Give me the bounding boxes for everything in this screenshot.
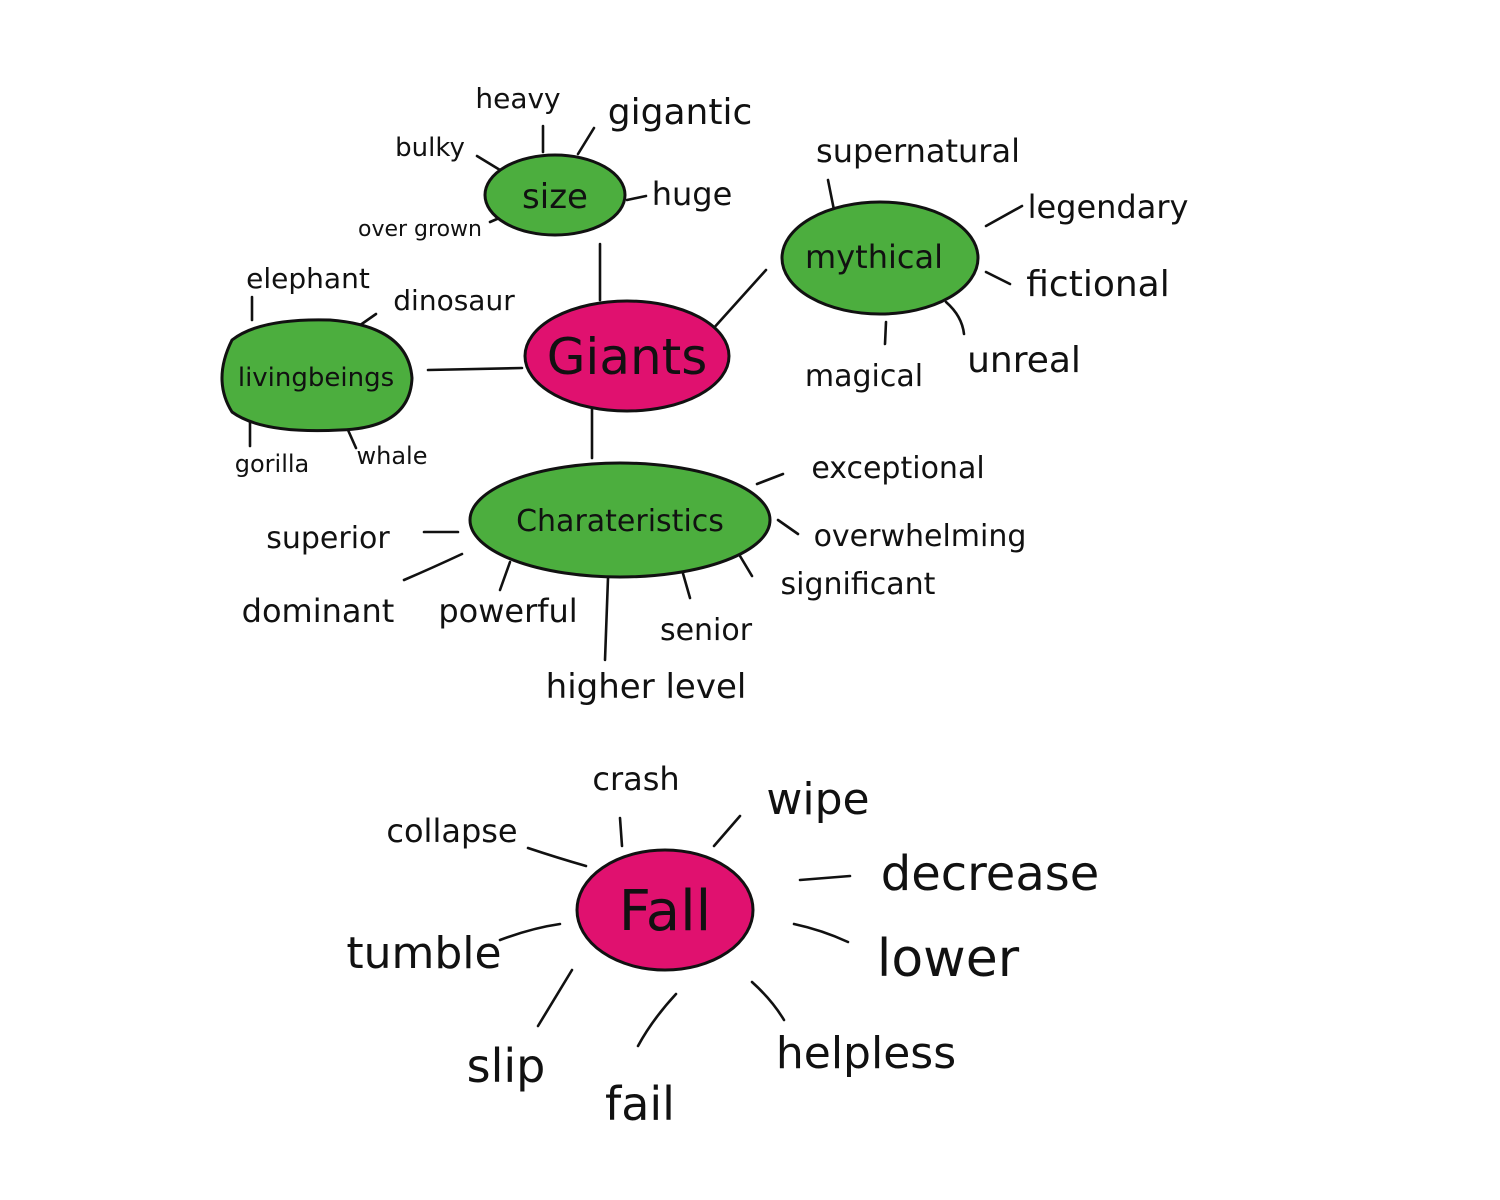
connector-fall-fail (636, 992, 678, 1048)
living-words: elephant dinosaur gorilla whale (235, 262, 515, 478)
giants-blob (523, 299, 731, 413)
living-label: livingbeings (238, 363, 394, 393)
connector-mythical-supernatural (826, 178, 836, 212)
word-helpless: helpless (776, 1028, 956, 1079)
size-node: size (483, 153, 627, 237)
word-powerful: powerful (438, 592, 577, 630)
connector-size-bulky (475, 154, 502, 172)
word-decrease: decrease (881, 846, 1100, 902)
word-legendary: legendary (1028, 188, 1189, 226)
connector-fall-tumble (498, 922, 562, 942)
connector-fall-crash (618, 816, 624, 848)
word-whale: whale (357, 442, 428, 470)
connector-mythical-fictional (984, 270, 1012, 286)
word-heavy: heavy (475, 82, 560, 115)
mythical-words: supernatural legendary fictional unreal … (805, 132, 1189, 394)
connector-fall-collapse (526, 846, 588, 868)
fall-blob (575, 848, 755, 972)
word-elephant: elephant (246, 262, 370, 295)
connector-char-exceptional (755, 472, 785, 486)
word-collapse: collapse (386, 812, 517, 850)
word-magical: magical (805, 359, 923, 394)
characteristics-node: Charateristics (468, 461, 772, 579)
fall-words: crash wipe collapse decrease tumble lowe… (346, 760, 1099, 1131)
size-words: heavy gigantic bulky huge over grown (358, 82, 752, 242)
characteristics-label: Charateristics (516, 504, 724, 539)
living-blob (220, 318, 414, 433)
characteristics-words: exceptional overwhelming significant sen… (242, 451, 1027, 707)
word-huge: huge (652, 175, 733, 213)
word-significant: significant (781, 567, 936, 602)
word-overgrown: over grown (358, 217, 482, 242)
characteristics-blob (468, 461, 772, 579)
mythical-label: mythical (805, 238, 943, 276)
word-wipe: wipe (766, 774, 869, 825)
word-overwhelming: overwhelming (814, 519, 1027, 554)
connector-size-gigantic (576, 126, 596, 156)
connector-fall-slip (536, 968, 574, 1028)
living-node: livingbeings (220, 318, 414, 433)
word-gorilla: gorilla (235, 450, 310, 478)
word-slip: slip (467, 1039, 546, 1093)
word-dinosaur: dinosaur (393, 284, 515, 317)
word-dominant: dominant (242, 592, 395, 630)
mythical-node: mythical (780, 200, 980, 316)
word-superior: superior (266, 521, 390, 556)
word-crash: crash (592, 760, 679, 798)
word-gigantic: gigantic (608, 92, 753, 133)
connector-char-senior (680, 568, 692, 600)
size-label: size (522, 177, 588, 217)
connector-char-overwhelming (776, 518, 800, 536)
giants-label: Giants (547, 328, 708, 386)
connector-fall-wipe (712, 814, 742, 848)
connector-fall-helpless (750, 980, 786, 1022)
connector-char-higherlevel (603, 576, 610, 662)
connector-living-whale (346, 428, 358, 450)
fall-label: Fall (619, 879, 712, 944)
connector-mythical-legendary (984, 204, 1024, 228)
connector-fall-decrease (798, 874, 852, 882)
mythical-blob (780, 200, 980, 316)
connector-giants-mythical (710, 268, 768, 332)
connector-lines (248, 124, 1024, 1048)
connector-mythical-unreal (944, 300, 966, 336)
giants-node: Giants (523, 299, 731, 413)
size-blob (483, 153, 627, 237)
word-higher-level: higher level (546, 667, 747, 707)
word-unreal: unreal (967, 340, 1081, 381)
word-senior: senior (660, 613, 753, 648)
word-lower: lower (877, 929, 1020, 989)
word-fictional: fictional (1026, 264, 1170, 305)
connector-mythical-magical (883, 320, 888, 346)
connector-size-huge (625, 194, 648, 202)
word-fail: fail (605, 1077, 675, 1131)
word-tumble: tumble (346, 928, 501, 979)
connector-char-powerful (498, 560, 512, 592)
word-bulky: bulky (395, 133, 465, 163)
word-exceptional: exceptional (811, 451, 984, 486)
connector-giants-living (426, 366, 524, 372)
word-supernatural: supernatural (816, 132, 1020, 170)
connector-fall-lower (792, 922, 850, 944)
fall-node: Fall (575, 848, 755, 972)
connector-char-dominant (402, 552, 464, 582)
connector-char-significant (738, 554, 754, 578)
